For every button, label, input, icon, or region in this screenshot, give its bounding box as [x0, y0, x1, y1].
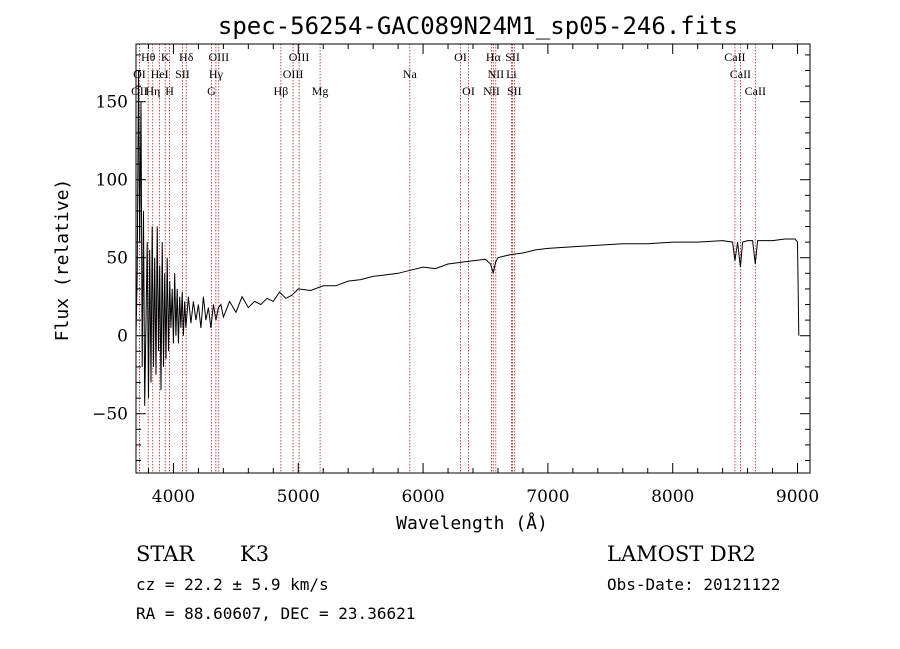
line-label: OI [133, 67, 146, 81]
line-label: CaII [730, 67, 751, 81]
observation-date: Obs-Date: 20121122 [607, 575, 780, 594]
line-label: OI [462, 84, 475, 98]
line-label: Na [403, 67, 418, 81]
coordinates-readout: RA = 88.60607, DEC = 23.36621 [136, 604, 415, 623]
x-tick-label: 9000 [776, 487, 819, 507]
line-label: SII [175, 67, 190, 81]
line-label: Hβ [274, 84, 289, 98]
y-tick-label: 0 [117, 327, 128, 347]
line-label: OIII [283, 67, 304, 81]
line-label: OIII [289, 50, 310, 64]
flux-series-line [135, 70, 800, 406]
y-tick-label: −50 [92, 405, 128, 425]
line-label: Hδ [179, 50, 194, 64]
line-label: CaII [745, 84, 766, 98]
line-label: OII [131, 84, 148, 98]
line-label: Hγ [209, 67, 224, 81]
line-label: OIII [208, 50, 229, 64]
line-label: SII [505, 50, 520, 64]
line-label: NII [487, 67, 504, 81]
line-label: Hη [145, 84, 160, 98]
y-tick-labels: −50 0 50 100 150 [92, 93, 128, 425]
emission-lines-layer [138, 44, 756, 473]
y-axis-label: Flux (relative) [52, 179, 73, 342]
x-tick-label: 8000 [651, 487, 694, 507]
redshift-readout: cz = 22.2 ± 5.9 km/s [136, 575, 329, 594]
line-label: Mg [312, 84, 329, 98]
x-tick-labels: 4000 5000 6000 7000 8000 9000 [152, 487, 819, 507]
line-label: CaII [724, 50, 745, 64]
line-label: Hθ [141, 50, 156, 64]
x-tick-label: 5000 [277, 487, 320, 507]
x-tick-label: 7000 [526, 487, 569, 507]
line-label: H [165, 84, 174, 98]
line-label: G [207, 84, 216, 98]
x-tick-label: 6000 [401, 487, 444, 507]
x-tick-label: 4000 [152, 487, 195, 507]
line-label: HeI [151, 67, 169, 81]
line-label: Hα [486, 50, 502, 64]
line-label: SII [507, 84, 522, 98]
y-tick-label: 50 [106, 249, 128, 269]
object-subclass: K3 [240, 542, 269, 566]
axis-ticks [136, 44, 810, 473]
x-axis-label: Wavelength (Å) [396, 512, 548, 534]
line-label: NII [483, 84, 500, 98]
object-class: STAR [136, 542, 195, 566]
line-label: Li [506, 67, 517, 81]
chart-title: spec-56254-GAC089N24M1_sp05-246.fits [218, 12, 738, 40]
y-tick-label: 150 [96, 93, 128, 113]
plot-frame [135, 43, 811, 474]
line-label: K [161, 50, 170, 64]
line-label: OI [454, 50, 467, 64]
survey-name: LAMOST DR2 [607, 542, 756, 566]
y-tick-label: 100 [96, 171, 128, 191]
